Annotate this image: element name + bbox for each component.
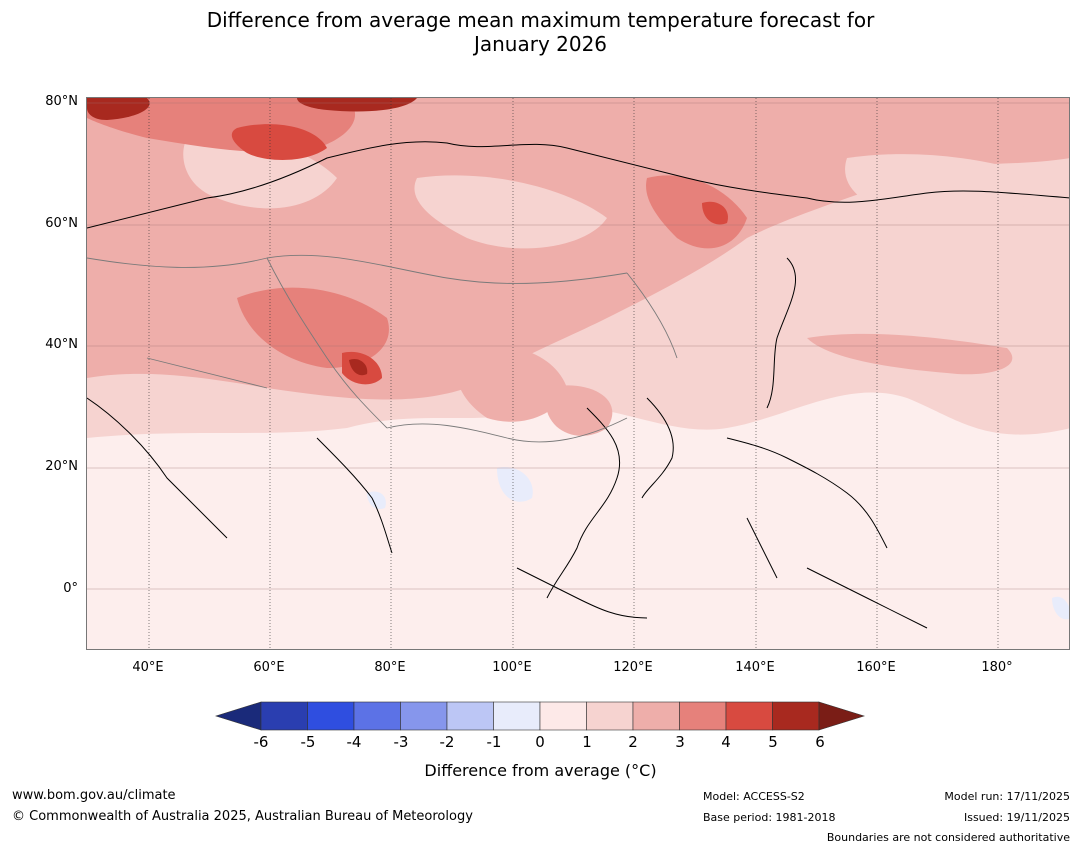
colorbar-segment (679, 701, 727, 731)
lon-label-180: 180° (981, 660, 1013, 675)
website-link[interactable]: www.bom.gov.au/climate (12, 788, 176, 803)
colorbar-segment (446, 701, 494, 731)
colorbar-tick-m4: -4 (346, 733, 362, 751)
colorbar-segment (260, 701, 308, 731)
colorbar-segment (725, 701, 773, 731)
colorbar-tick-2: 2 (628, 733, 638, 751)
colorbar-segment (353, 701, 401, 731)
lon-label-60e: 60°E (253, 660, 285, 675)
lat-label-0: 0° (63, 581, 78, 596)
colorbar-tick-m5: -5 (300, 733, 316, 751)
colorbar-tick-6: 6 (815, 733, 825, 751)
colorbar-segment (539, 701, 587, 731)
chart-title: Difference from average mean maximum tem… (0, 8, 1081, 56)
colorbar-segment (493, 701, 541, 731)
colorbar (214, 701, 866, 731)
colorbar-tick-5: 5 (768, 733, 778, 751)
lon-label-40e: 40°E (132, 660, 164, 675)
lat-label-60n: 60°N (45, 216, 78, 231)
map-canvas (87, 98, 1069, 649)
lat-label-80n: 80°N (45, 94, 78, 109)
colorbar-segment (632, 701, 680, 731)
colorbar-segment (307, 701, 355, 731)
issued-text: Issued: 19/11/2025 (963, 811, 1070, 824)
colorbar-label: Difference from average (°C) (424, 761, 657, 780)
title-line-1: Difference from average mean maximum tem… (206, 8, 875, 32)
lat-label-20n: 20°N (45, 459, 78, 474)
colorbar-tick-m2: -2 (439, 733, 455, 751)
colorbar-segment (400, 701, 448, 731)
lon-label-100e: 100°E (492, 660, 532, 675)
colorbar-segment (772, 701, 820, 731)
colorbar-tick-4: 4 (721, 733, 731, 751)
forecast-map (86, 97, 1070, 650)
colorbar-tick-m1: -1 (486, 733, 502, 751)
colorbar-segment (586, 701, 634, 731)
colorbar-extend-low (214, 701, 262, 731)
lat-label-40n: 40°N (45, 337, 78, 352)
model-text: Model: ACCESS-S2 (703, 790, 805, 803)
disclaimer-text: Boundaries are not considered authoritat… (826, 831, 1070, 844)
lon-label-160e: 160°E (856, 660, 896, 675)
colorbar-extend-high (818, 701, 866, 731)
colorbar-tick-m3: -3 (393, 733, 409, 751)
copyright-text: © Commonwealth of Australia 2025, Austra… (12, 809, 473, 824)
base-period-text: Base period: 1981-2018 (703, 811, 836, 824)
colorbar-tick-0: 0 (535, 733, 545, 751)
colorbar-tick-3: 3 (675, 733, 685, 751)
lon-label-80e: 80°E (374, 660, 406, 675)
lon-label-120e: 120°E (613, 660, 653, 675)
colorbar-tick-1: 1 (582, 733, 592, 751)
title-line-2: January 2026 (473, 32, 608, 56)
colorbar-tick-m6: -6 (253, 733, 269, 751)
lon-label-140e: 140°E (735, 660, 775, 675)
model-run-text: Model run: 17/11/2025 (944, 790, 1070, 803)
